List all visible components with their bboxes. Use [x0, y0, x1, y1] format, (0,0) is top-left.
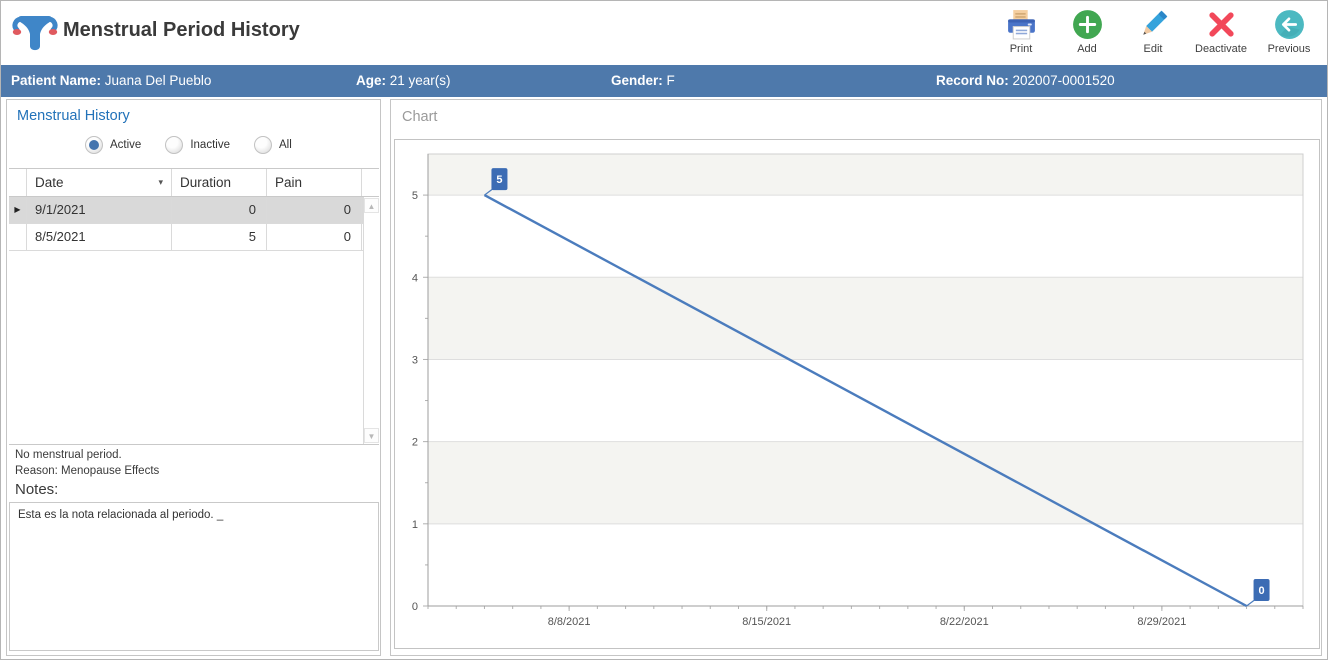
radio-all-label: All — [278, 139, 292, 151]
menstrual-history-panel: Menstrual History Active Inactive All Da… — [6, 99, 381, 656]
row-marker-icon: ▶ — [9, 197, 27, 223]
table-row[interactable]: 8/5/2021 5 0 — [9, 224, 379, 251]
radio-inactive-label: Inactive — [190, 139, 230, 151]
add-label: Add — [1077, 43, 1097, 55]
history-table: Date ▾ Duration Pain ▶ 9/1/2021 0 0 8/5/… — [9, 168, 379, 445]
section-title: Menstrual History — [17, 108, 130, 124]
scroll-down-icon[interactable]: ▼ — [364, 428, 379, 443]
patient-name-value: Juana Del Pueblo — [104, 73, 212, 88]
edit-label: Edit — [1143, 43, 1163, 55]
cell-pain: 0 — [267, 197, 362, 223]
notes-label: Notes: — [15, 481, 59, 498]
cell-date: 9/1/2021 — [27, 197, 172, 223]
svg-text:8/15/2021: 8/15/2021 — [742, 616, 791, 628]
duration-column-header[interactable]: Duration — [172, 169, 267, 196]
print-icon — [1005, 5, 1038, 43]
radio-unselected-icon — [253, 136, 272, 154]
patient-record-field: Record No: 202007-0001520 — [936, 65, 1115, 97]
table-header-row: Date ▾ Duration Pain — [9, 169, 379, 197]
patient-age-label: Age: — [356, 73, 386, 88]
chart-panel-title: Chart — [402, 109, 438, 125]
record-no-value: 202007-0001520 — [1012, 73, 1115, 88]
deactivate-button[interactable]: Deactivate — [1189, 5, 1253, 55]
patient-age-value: 21 year(s) — [389, 73, 451, 88]
pain-column-header[interactable]: Pain — [267, 169, 362, 196]
svg-text:5: 5 — [496, 174, 502, 186]
svg-text:8/29/2021: 8/29/2021 — [1137, 616, 1186, 628]
table-row[interactable]: ▶ 9/1/2021 0 0 — [9, 197, 379, 224]
edit-button[interactable]: Edit — [1123, 5, 1183, 55]
date-column-header[interactable]: Date ▾ — [27, 169, 172, 196]
record-no-label: Record No: — [936, 73, 1009, 88]
add-icon — [1071, 5, 1104, 43]
svg-text:3: 3 — [412, 354, 418, 366]
svg-text:8/22/2021: 8/22/2021 — [940, 616, 989, 628]
cell-pain: 0 — [267, 224, 362, 250]
sort-arrow-icon[interactable]: ▾ — [158, 177, 163, 187]
radio-active[interactable]: Active — [85, 136, 141, 154]
svg-text:1: 1 — [412, 519, 418, 531]
content-area: Menstrual History Active Inactive All Da… — [1, 99, 1327, 656]
print-label: Print — [1009, 43, 1033, 55]
svg-text:5: 5 — [412, 190, 418, 202]
edit-icon — [1137, 5, 1170, 43]
patient-gender-value: F — [666, 73, 675, 88]
cell-date: 8/5/2021 — [27, 224, 172, 250]
svg-text:8/8/2021: 8/8/2021 — [548, 616, 591, 628]
svg-text:2: 2 — [412, 437, 418, 449]
filter-radios: Active Inactive All — [85, 136, 292, 154]
notes-input[interactable]: Esta es la nota relacionada al periodo. … — [9, 502, 379, 651]
add-button[interactable]: Add — [1057, 5, 1117, 55]
cell-duration: 0 — [172, 197, 267, 223]
patient-age-field: Age: 21 year(s) — [356, 65, 451, 97]
uterus-logo-icon — [12, 16, 58, 51]
cell-duration: 5 — [172, 224, 267, 250]
previous-button[interactable]: Previous — [1259, 5, 1319, 55]
marker-column-header — [9, 169, 27, 196]
radio-all[interactable]: All — [253, 136, 292, 154]
patient-gender-field: Gender: F — [611, 65, 675, 97]
radio-unselected-icon — [165, 136, 184, 154]
svg-text:0: 0 — [412, 601, 418, 613]
radio-inactive[interactable]: Inactive — [165, 136, 230, 154]
deactivate-icon — [1205, 5, 1238, 43]
patient-gender-label: Gender: — [611, 73, 663, 88]
radio-selected-icon — [85, 136, 103, 154]
deactivate-label: Deactivate — [1195, 43, 1247, 55]
patient-name-field: Patient Name: Juana Del Pueblo — [11, 65, 211, 97]
date-header-label: Date — [35, 175, 64, 190]
patient-info-bar: Patient Name: Juana Del Pueblo Age: 21 y… — [1, 65, 1327, 97]
toolbar: Print Add — [991, 5, 1319, 55]
previous-label: Previous — [1267, 43, 1311, 55]
window-header: Menstrual Period History Print — [1, 1, 1327, 65]
previous-icon — [1273, 5, 1306, 43]
chart-panel: Chart 0 1 2 3 4 5 8/8/2021 8/15/2021 8/22/2021 8/… — [390, 99, 1322, 656]
reason-text: Reason: Menopause Effects — [15, 465, 160, 477]
status-text: No menstrual period. — [15, 449, 122, 461]
radio-active-label: Active — [110, 139, 142, 151]
svg-text:4: 4 — [412, 272, 418, 284]
page-title: Menstrual Period History — [63, 19, 300, 41]
row-marker-empty — [9, 224, 27, 250]
pain-duration-line-chart: 0 1 2 3 4 5 8/8/2021 8/15/2021 8/22/2021 8/29/202… — [394, 139, 1320, 649]
print-button[interactable]: Print — [991, 5, 1051, 55]
svg-text:0: 0 — [1258, 585, 1264, 597]
scroll-up-icon[interactable]: ▲ — [364, 198, 379, 213]
patient-name-label: Patient Name: — [11, 73, 102, 88]
table-scrollbar[interactable]: ▲ ▼ — [363, 197, 379, 444]
